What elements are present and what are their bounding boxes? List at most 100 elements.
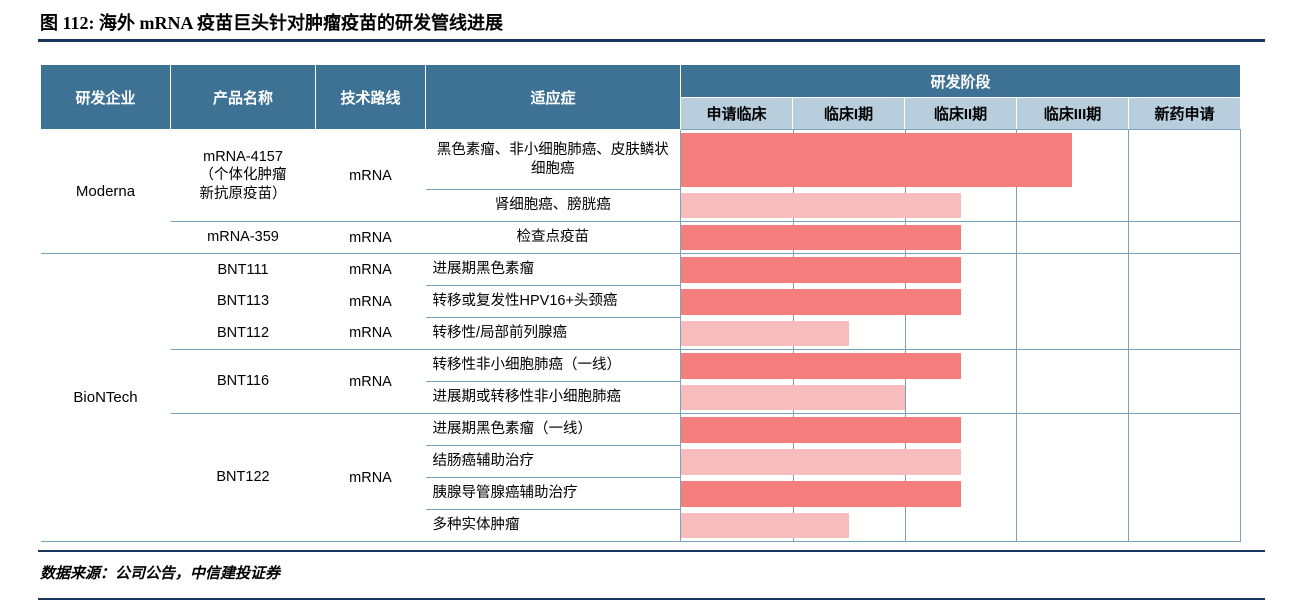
indication-cell: 胰腺导管腺癌辅助治疗	[425, 477, 681, 510]
stage-gridline	[1016, 445, 1018, 478]
pipeline-progress-bar	[681, 384, 905, 410]
indication-cell: 进展期或转移性非小细胞肺癌	[425, 381, 681, 414]
stage-header-ind-filing: 申请临床	[680, 97, 793, 130]
indication-cell: 结肠癌辅助治疗	[425, 445, 681, 478]
pipeline-progress-bar	[681, 225, 961, 250]
stage-gridline	[1016, 222, 1018, 253]
stage-progress-cell	[680, 253, 1241, 286]
product-name-cell: BNT116	[170, 349, 316, 414]
footer-rule-top	[38, 550, 1265, 552]
stage-gridline	[1016, 509, 1018, 541]
stage-gridline	[1128, 317, 1130, 349]
pipeline-progress-bar	[681, 288, 961, 315]
indication-cell: 转移性/局部前列腺癌	[425, 317, 681, 350]
stage-gridline	[1128, 509, 1130, 541]
pipeline-row: mRNA-359 mRNA 检查点疫苗	[41, 221, 1241, 254]
stage-gridline	[1128, 414, 1130, 446]
stage-gridline	[1016, 414, 1018, 446]
stage-progress-cell	[680, 285, 1241, 318]
tech-route-cell: mRNA	[349, 293, 392, 310]
stage-progress-cell	[680, 349, 1241, 382]
stage-gridline	[904, 509, 906, 541]
tech-route-cell: mRNA	[349, 167, 392, 184]
stage-gridline	[1016, 381, 1018, 413]
tech-route-cell: mRNA	[349, 325, 392, 342]
stage-header-nda: 新药申请	[1128, 97, 1241, 130]
pipeline-progress-bar	[681, 512, 849, 538]
stage-header-phase3: 临床III期	[1016, 97, 1129, 130]
source-note: 数据来源：公司公告，中信建投证券	[40, 566, 281, 582]
pipeline-progress-bar	[681, 417, 961, 443]
product-name-cell: BNT111	[170, 253, 316, 286]
stage-progress-cell	[680, 381, 1241, 414]
col-header-product: 产品名称	[170, 64, 316, 130]
stage-progress-cell	[680, 445, 1241, 478]
table-body: Moderna mRNA-4157 （个体化肿瘤 新抗原疫苗） mRNA 黑色素瘤、非…	[40, 129, 1241, 542]
pipeline-row: BNT122 mRNA 进展期黑色素瘤（一线）	[41, 413, 1241, 542]
company-cell: BioNTech	[40, 253, 171, 542]
pipeline-progress-bar	[681, 133, 1073, 187]
tech-route-cell: mRNA	[315, 253, 426, 286]
col-header-indication: 适应症	[425, 64, 681, 130]
company-cell: Moderna	[75, 183, 136, 200]
pipeline-progress-bar	[681, 320, 849, 346]
stage-gridline	[904, 381, 906, 413]
stage-gridline	[1016, 317, 1018, 349]
stage-progress-cell	[680, 221, 1241, 254]
indication-cell: 进展期黑色素瘤	[425, 253, 681, 286]
pipeline-row: BNT112 mRNA 转移性/局部前列腺癌	[41, 317, 1241, 350]
product-name-cell: mRNA-359	[170, 221, 316, 254]
col-header-stage-group: 研发阶段	[680, 64, 1241, 98]
pipeline-progress-bar	[681, 257, 961, 283]
pipeline-table: 研发企业 产品名称 技术路线 适应症 研发阶段 申请临床 临床I期 临床II期 …	[40, 64, 1241, 542]
product-name-cell: mRNA-4157 （个体化肿瘤 新抗原疫苗）	[199, 149, 287, 202]
indication-cell: 进展期黑色素瘤（一线）	[425, 413, 681, 446]
col-header-route: 技术路线	[315, 64, 426, 130]
stage-gridline	[1128, 222, 1130, 253]
indication-cell: 肾细胞癌、膀胱癌	[425, 189, 681, 222]
pipeline-row: BNT113 mRNA 转移或复发性HPV16+头颈癌	[41, 285, 1241, 318]
stage-header-phase2: 临床II期	[904, 97, 1017, 130]
product-name-cell: BNT122	[170, 413, 316, 542]
pipeline-progress-bar	[681, 448, 961, 475]
stage-progress-cell	[680, 189, 1241, 222]
stage-progress-cell	[680, 477, 1241, 510]
pipeline-row: 结肠癌辅助治疗	[41, 445, 1241, 478]
pipeline-row: 胰腺导管腺癌辅助治疗	[41, 477, 1241, 510]
stage-gridline	[1128, 381, 1130, 413]
stage-header-phase1: 临床I期	[792, 97, 905, 130]
stage-gridline	[1128, 189, 1130, 221]
stage-gridline	[1128, 445, 1130, 478]
pipeline-progress-bar	[681, 192, 961, 218]
col-header-company: 研发企业	[40, 64, 171, 130]
tech-route-cell: mRNA	[315, 413, 426, 542]
indication-cell: 转移性非小细胞肺癌（一线）	[425, 349, 681, 382]
pipeline-row: 进展期或转移性非小细胞肺癌	[41, 381, 1241, 414]
title-rule	[38, 39, 1265, 42]
pipeline-row: BioNTech BNT111 mRNA 进展期黑色素瘤	[40, 253, 1241, 542]
stage-gridline	[1128, 254, 1130, 286]
tech-route-cell: mRNA	[315, 349, 426, 414]
stage-gridline	[904, 317, 906, 349]
indication-cell: 多种实体肿瘤	[425, 509, 681, 542]
indication-cell: 转移或复发性HPV16+头颈癌	[425, 285, 681, 318]
pipeline-progress-bar	[681, 480, 961, 507]
indication-cell: 检查点疫苗	[425, 221, 681, 254]
stage-gridline	[1128, 350, 1130, 382]
stage-gridline	[1128, 477, 1130, 510]
stage-gridline	[1128, 285, 1130, 318]
stage-gridline	[1016, 477, 1018, 510]
stage-progress-cell	[680, 129, 1241, 190]
figure-title: 图 112: 海外 mRNA 疫苗巨头针对肿瘤疫苗的研发管线进展	[40, 13, 503, 33]
stage-progress-cell	[680, 509, 1241, 542]
pipeline-row: 多种实体肿瘤	[41, 509, 1241, 542]
stage-gridline	[1016, 189, 1018, 221]
table-header: 研发企业 产品名称 技术路线 适应症 研发阶段 申请临床 临床I期 临床II期 …	[40, 64, 1241, 130]
product-name-cell: BNT113	[216, 293, 270, 310]
footer-rule-bottom	[38, 598, 1265, 600]
stage-gridline	[1128, 130, 1130, 190]
pipeline-row: 肾细胞癌、膀胱癌	[41, 189, 1241, 222]
stage-gridline	[1016, 350, 1018, 382]
pipeline-progress-bar	[681, 353, 961, 379]
